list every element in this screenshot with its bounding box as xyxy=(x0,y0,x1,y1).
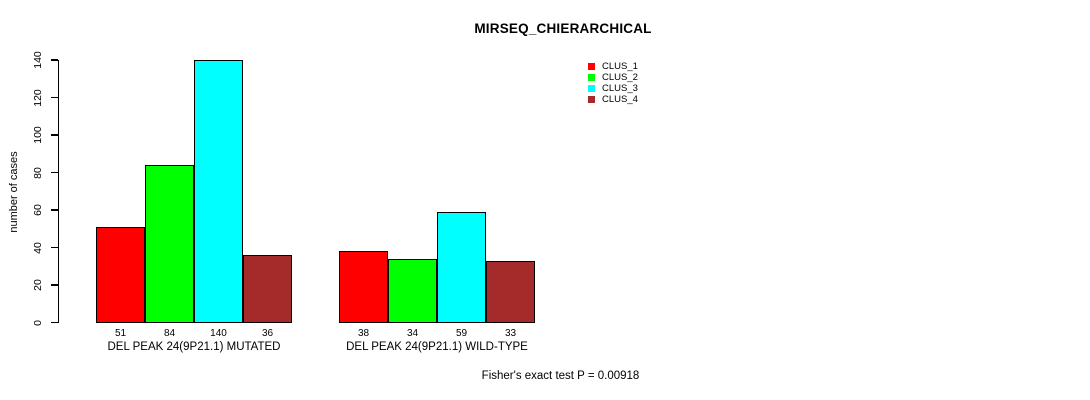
bar-clus_4-wild-type xyxy=(486,260,535,323)
bar-clus_1-wild-type xyxy=(339,251,388,323)
legend-item-clus_1: CLUS_1 xyxy=(588,61,638,72)
bar-value-label: 34 xyxy=(406,328,419,339)
legend-label: CLUS_4 xyxy=(602,94,638,105)
legend-item-clus_3: CLUS_3 xyxy=(588,83,638,94)
y-tick-mark xyxy=(51,321,58,324)
bar-clus_3-mutated xyxy=(194,60,243,323)
legend-label: CLUS_3 xyxy=(602,83,638,94)
bar-value-label: 84 xyxy=(163,328,176,339)
bar-value-label: 140 xyxy=(210,328,227,339)
bar-value-label: 38 xyxy=(357,328,370,339)
y-axis-line xyxy=(58,60,60,323)
group-label: DEL PEAK 24(9P21.1) MUTATED xyxy=(107,341,281,353)
y-tick-mark xyxy=(51,59,58,61)
bar-clus_4-mutated xyxy=(243,255,292,323)
legend-color-swatch xyxy=(588,74,595,81)
bar-clus_1-mutated xyxy=(96,226,145,323)
y-tick-mark xyxy=(51,96,58,99)
legend-item-clus_2: CLUS_2 xyxy=(588,72,638,83)
y-tick-mark xyxy=(51,209,58,211)
legend-color-swatch xyxy=(588,96,595,103)
group-label: DEL PEAK 24(9P21.1) WILD-TYPE xyxy=(346,341,528,353)
legend-label: CLUS_2 xyxy=(602,72,638,83)
legend-color-swatch xyxy=(588,63,595,70)
y-tick-mark xyxy=(51,171,58,174)
bar-clus_3-wild-type xyxy=(437,211,486,323)
bar-clus_2-mutated xyxy=(145,165,194,323)
y-tick-mark xyxy=(51,284,58,286)
bar-value-label: 33 xyxy=(504,328,517,339)
y-tick-label: 140 xyxy=(32,51,44,69)
y-tick-mark xyxy=(51,134,58,136)
bar-clus_2-wild-type xyxy=(388,258,437,323)
legend-label: CLUS_1 xyxy=(602,61,638,72)
chart-title: MIRSEQ_CHIERARCHICAL xyxy=(474,21,652,36)
y-tick-mark xyxy=(51,246,58,249)
bar-value-label: 51 xyxy=(114,328,127,339)
fisher-test-annotation: Fisher's exact test P = 0.00918 xyxy=(481,370,640,382)
legend-item-clus_4: CLUS_4 xyxy=(588,94,638,105)
legend-color-swatch xyxy=(588,85,595,92)
bar-value-label: 59 xyxy=(455,328,468,339)
bar-value-label: 36 xyxy=(261,328,274,339)
